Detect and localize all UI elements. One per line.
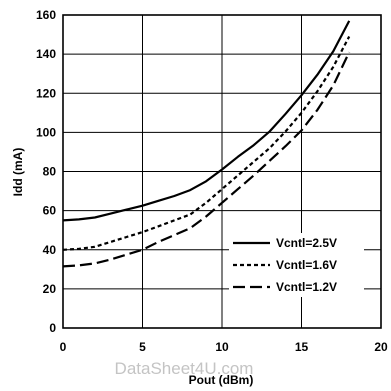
x-tick-label: 15 <box>295 340 309 354</box>
y-tick-label: 60 <box>43 204 57 218</box>
y-tick-label: 0 <box>49 321 56 335</box>
x-tick-label: 0 <box>60 340 67 354</box>
grid-lines <box>63 15 381 328</box>
legend: Vcntl=2.5V Vcntl=1.6V Vcntl=1.2V <box>233 236 337 294</box>
y-tick-label: 80 <box>43 165 57 179</box>
y-tick-label: 20 <box>43 282 57 296</box>
watermark-text: DataSheet4U.com <box>115 359 254 378</box>
y-tick-label: 40 <box>43 243 57 257</box>
legend-label-3: Vcntl=1.2V <box>276 280 337 294</box>
series-lines <box>62 20 351 268</box>
y-tick-label: 100 <box>36 125 56 139</box>
legend-label-1: Vcntl=2.5V <box>276 236 337 250</box>
y-tick-label: 140 <box>36 47 56 61</box>
series-line-3 <box>62 51 351 268</box>
series-line-1 <box>62 20 351 222</box>
x-tick-label: 20 <box>374 340 388 354</box>
y-tick-label: 120 <box>36 86 56 100</box>
plot-frame <box>62 14 382 329</box>
x-axis-title: Pout (dBm) <box>189 373 254 387</box>
x-tick-label: 5 <box>139 340 146 354</box>
x-tick-label: 10 <box>215 340 229 354</box>
y-axis-title: Idd (mA) <box>11 148 25 197</box>
legend-label-2: Vcntl=1.6V <box>276 258 337 272</box>
series-line-2 <box>62 35 351 251</box>
x-tick-labels: 0 5 10 15 20 <box>60 340 388 354</box>
y-tick-label: 160 <box>36 8 56 22</box>
y-tick-labels: 0 20 40 60 80 100 120 140 160 <box>36 8 56 335</box>
